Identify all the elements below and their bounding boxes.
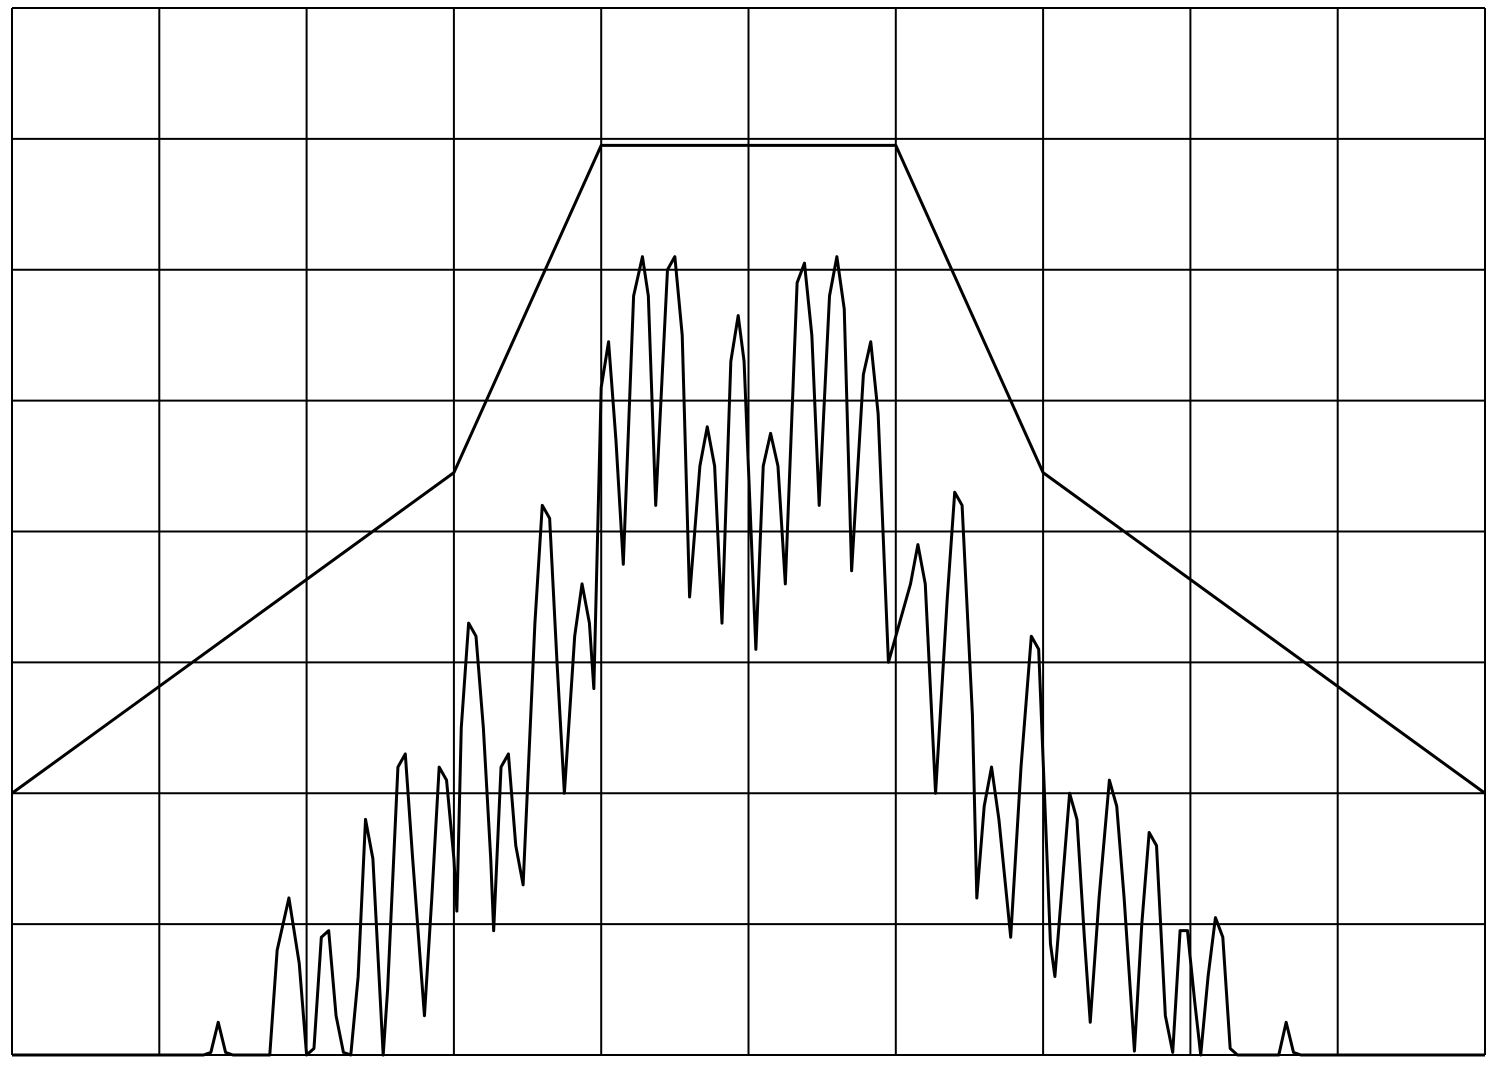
grid <box>11 7 1486 1056</box>
series-group <box>11 143 1486 1057</box>
series-line-spectrum <box>12 255 1485 1057</box>
series-line-mask <box>11 143 1486 795</box>
